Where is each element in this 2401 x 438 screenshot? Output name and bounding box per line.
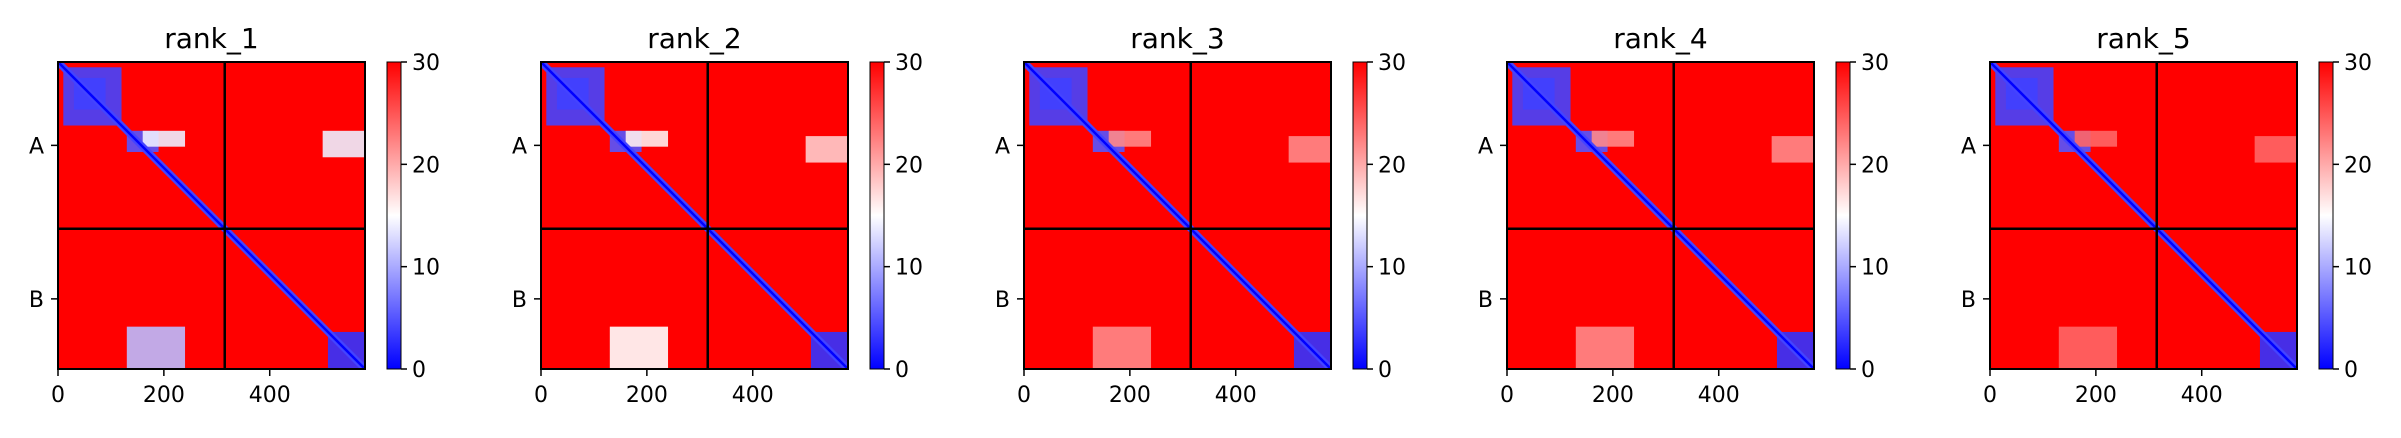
heatmap-region-4 [1591,130,1635,147]
x-tick-label: 200 [143,383,185,408]
pae-panel-4: rank_4 0 200 400 A B 0 10 20 30 [1478,22,1889,408]
heatmap-region-6 [1092,326,1152,369]
x-tick-label: 0 [534,383,548,408]
chain-label-b: B [1961,288,1976,313]
colorbar-tick-label: 20 [895,153,923,178]
panel-title: rank_3 [1130,22,1224,55]
heatmap-region-5 [1771,136,1814,163]
colorbar: 0 10 20 30 [386,51,440,383]
heatmap-cells [1990,62,2297,369]
heatmap-region-5 [2254,136,2297,163]
chain-label-a: A [995,134,1010,159]
x-tick-label: 0 [1983,383,1997,408]
colorbar-tick-label: 10 [412,256,440,281]
colorbar-gradient [2318,61,2334,370]
heatmap-region-6 [1575,326,1635,369]
colorbar-tick-label: 20 [1861,153,1889,178]
plot-frame [57,61,366,370]
heatmap-cells [541,62,848,369]
colorbar: 0 10 20 30 [1352,51,1406,383]
panel-title: rank_1 [164,22,258,55]
x-tick-label: 200 [1592,383,1634,408]
plot-frame [1989,61,2298,370]
x-tick-label: 400 [1698,383,1740,408]
plot-frame [540,61,849,370]
heatmap-diagonal-core [1024,62,1331,369]
heatmap-region-4 [625,130,669,147]
colorbar-tick-label: 0 [2344,358,2358,383]
heatmap-region-6 [609,326,669,369]
x-tick-label: 400 [1215,383,1257,408]
heatmap-cells [1024,62,1331,369]
chain-label-b: B [29,288,44,313]
heatmap-region-5 [805,136,848,163]
pae-panel-5: rank_5 0 200 400 A B 0 10 20 30 [1961,22,2372,408]
chain-label-b: B [1478,288,1493,313]
x-tick-label: 200 [626,383,668,408]
heatmap-cells [58,62,365,369]
heatmap-region-6 [126,326,186,369]
colorbar: 0 10 20 30 [869,51,923,383]
pae-panel-1: rank_1 0 200 400 A B 0 10 20 30 [29,22,440,408]
chain-label-a: A [1478,134,1493,159]
colorbar-tick-label: 20 [2344,153,2372,178]
chain-label-a: A [1961,134,1976,159]
colorbar-gradient [1352,61,1368,370]
colorbar-tick-label: 30 [895,51,923,76]
colorbar-tick-label: 10 [1861,256,1889,281]
chain-label-a: A [512,134,527,159]
x-tick-label: 400 [2181,383,2223,408]
colorbar: 0 10 20 30 [1835,51,1889,383]
pae-panel-2: rank_2 0 200 400 A B 0 10 20 30 [512,22,923,408]
heatmap-region-4 [142,130,186,147]
heatmap-region-5 [1288,136,1331,163]
x-tick-label: 0 [51,383,65,408]
colorbar-tick-label: 0 [412,358,426,383]
colorbar-tick-label: 0 [895,358,909,383]
x-tick-label: 0 [1500,383,1514,408]
heatmap-region-5 [322,130,365,158]
colorbar-tick-label: 30 [2344,51,2372,76]
colorbar-tick-label: 20 [1378,153,1406,178]
colorbar-gradient [869,61,885,370]
colorbar-tick-label: 10 [2344,256,2372,281]
x-tick-label: 0 [1017,383,1031,408]
colorbar-tick-label: 30 [1861,51,1889,76]
chain-label-a: A [29,134,44,159]
heatmap-diagonal-core [58,62,365,369]
colorbar-tick-label: 0 [1378,358,1392,383]
colorbar: 0 10 20 30 [2318,51,2372,383]
heatmap-diagonal-core [541,62,848,369]
heatmap-region-4 [1108,130,1152,147]
colorbar-gradient [386,61,402,370]
panel-title: rank_2 [647,22,741,55]
colorbar-gradient [1835,61,1851,370]
colorbar-tick-label: 30 [1378,51,1406,76]
x-tick-label: 200 [2075,383,2117,408]
panel-title: rank_4 [1613,22,1707,55]
heatmap-diagonal-core [1507,62,1814,369]
x-tick-label: 200 [1109,383,1151,408]
colorbar-tick-label: 10 [895,256,923,281]
panel-title: rank_5 [2096,22,2190,55]
colorbar-tick-label: 10 [1378,256,1406,281]
heatmap-region-6 [2058,326,2118,369]
x-tick-label: 400 [732,383,774,408]
heatmap-region-4 [2074,130,2118,147]
plot-frame [1506,61,1815,370]
chain-label-b: B [995,288,1010,313]
colorbar-tick-label: 0 [1861,358,1875,383]
heatmap-cells [1507,62,1814,369]
colorbar-tick-label: 20 [412,153,440,178]
x-tick-label: 400 [249,383,291,408]
pae-panel-3: rank_3 0 200 400 A B 0 10 20 30 [995,22,1406,408]
plot-frame [1023,61,1332,370]
colorbar-tick-label: 30 [412,51,440,76]
heatmap-diagonal-core [1990,62,2297,369]
chain-label-b: B [512,288,527,313]
